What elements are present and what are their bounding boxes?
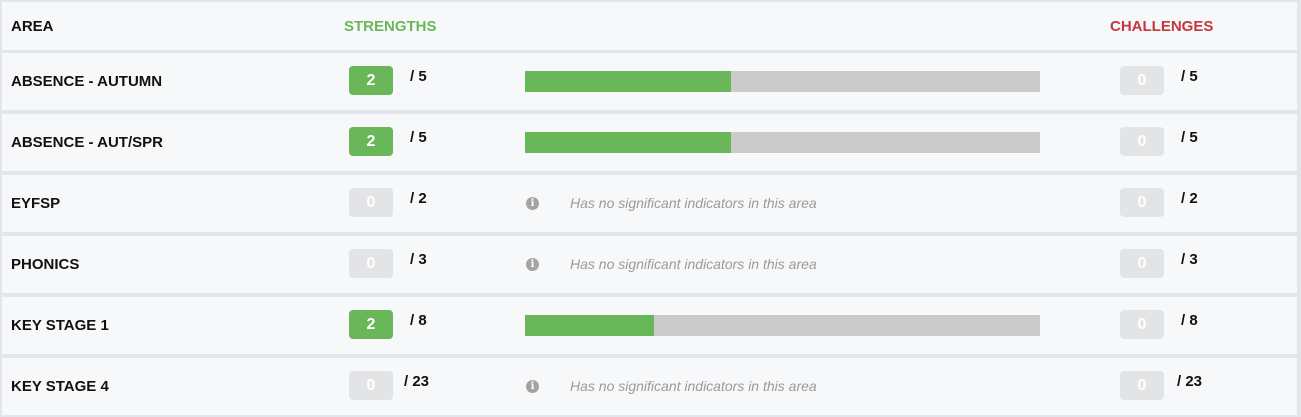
table-row[interactable]: ABSENCE - AUT/SPR 2 / 5 0 / 5 [2, 114, 1297, 171]
area-label: ABSENCE - AUT/SPR [11, 134, 163, 151]
strengths-count-badge: 2 [349, 127, 393, 156]
strengths-total: / 5 [410, 68, 427, 85]
challenges-count-badge: 0 [1120, 188, 1164, 217]
no-indicators-text: Has no significant indicators in this ar… [570, 378, 817, 394]
table-row[interactable]: KEY STAGE 4 0 / 23 i Has no significant … [2, 358, 1297, 415]
strengths-total: / 8 [410, 312, 427, 329]
challenges-total: / 8 [1181, 312, 1198, 329]
area-label: KEY STAGE 1 [11, 317, 109, 334]
strengths-count-badge: 2 [349, 310, 393, 339]
challenges-total: / 23 [1177, 373, 1203, 390]
strength-progress-bar [525, 132, 1040, 153]
strength-progress-fill [525, 315, 654, 336]
strengths-count-badge: 0 [349, 371, 393, 400]
strengths-total: / 23 [404, 373, 430, 390]
strengths-total: / 3 [410, 251, 427, 268]
strengths-total: / 5 [410, 129, 427, 146]
header-challenges: CHALLENGES [1110, 18, 1214, 35]
strengths-count-badge: 0 [349, 188, 393, 217]
header-strengths: STRENGTHS [344, 18, 437, 35]
strength-progress-bar [525, 71, 1040, 92]
challenges-total: / 3 [1181, 251, 1198, 268]
challenges-count-badge: 0 [1120, 310, 1164, 339]
challenges-total: / 2 [1181, 190, 1198, 207]
area-label: ABSENCE - AUTUMN [11, 73, 163, 90]
challenges-count-badge: 0 [1120, 127, 1164, 156]
no-indicators-text: Has no significant indicators in this ar… [570, 195, 817, 211]
area-label: KEY STAGE 4 [11, 378, 109, 395]
strengths-total: / 2 [410, 190, 427, 207]
table-row[interactable]: EYFSP 0 / 2 i Has no significant indicat… [2, 175, 1297, 232]
table-row[interactable]: ABSENCE - AUTUMN 2 / 5 0 / 5 [2, 53, 1297, 110]
table-row[interactable]: PHONICS 0 / 3 i Has no significant indic… [2, 236, 1297, 293]
strength-progress-fill [525, 132, 731, 153]
table-row[interactable]: KEY STAGE 1 2 / 8 0 / 8 [2, 297, 1297, 354]
area-label: EYFSP [11, 195, 61, 212]
challenges-count-badge: 0 [1120, 66, 1164, 95]
challenges-total: / 5 [1181, 68, 1198, 85]
info-icon[interactable]: i [526, 197, 539, 210]
challenges-count-badge: 0 [1120, 249, 1164, 278]
challenges-total: / 5 [1181, 129, 1198, 146]
no-indicators-text: Has no significant indicators in this ar… [570, 256, 817, 272]
strengths-count-badge: 2 [349, 66, 393, 95]
table-header: AREA STRENGTHS CHALLENGES [2, 2, 1297, 50]
strengths-count-badge: 0 [349, 249, 393, 278]
area-label: PHONICS [11, 256, 80, 273]
strength-progress-fill [525, 71, 731, 92]
info-icon[interactable]: i [526, 258, 539, 271]
header-area: AREA [11, 18, 54, 35]
info-icon[interactable]: i [526, 380, 539, 393]
challenges-count-badge: 0 [1120, 371, 1164, 400]
strength-progress-bar [525, 315, 1040, 336]
